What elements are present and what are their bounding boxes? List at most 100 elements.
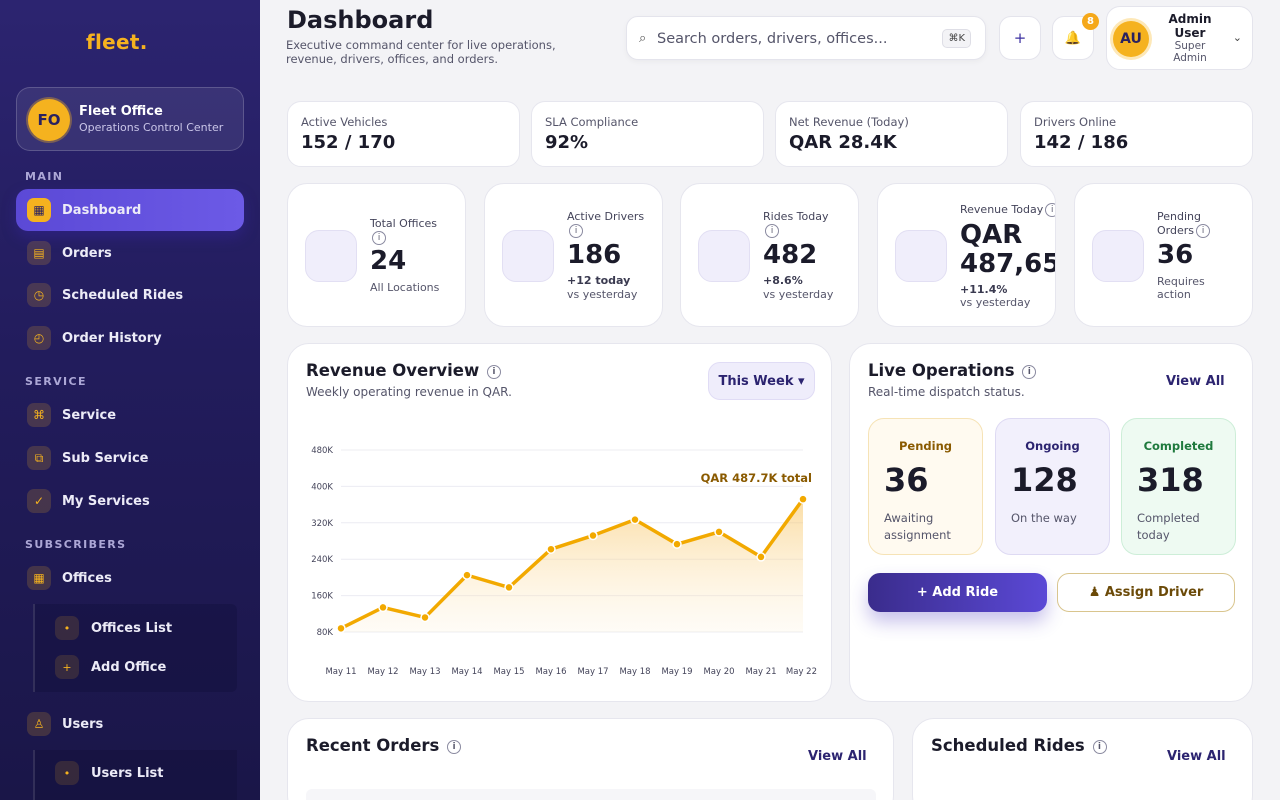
plus-icon: + bbox=[55, 655, 79, 679]
sidebar-item-label: Order History bbox=[62, 330, 162, 346]
panel-subtitle: Real-time dispatch status. bbox=[868, 385, 1025, 399]
view-all-link[interactable]: View All bbox=[808, 749, 867, 764]
y-tick-label: 80K bbox=[317, 628, 334, 638]
ops-card-ongoing[interactable]: Ongoing 128 On the way bbox=[995, 418, 1110, 555]
plus-icon: + bbox=[1013, 29, 1027, 47]
sidebar-item-label: Sub Service bbox=[62, 450, 149, 466]
stat-foot: Requires action bbox=[1157, 275, 1205, 301]
info-icon[interactable]: i bbox=[447, 739, 462, 754]
data-point bbox=[462, 570, 472, 580]
sidebar-item-offices[interactable]: ▦ Offices bbox=[16, 557, 244, 599]
sidebar-item-order-history[interactable]: ◴ Order History bbox=[16, 317, 244, 359]
panel-subtitle: Weekly operating revenue in QAR. bbox=[306, 385, 512, 399]
stat-card-rides-today[interactable]: Rides Today i 482 +8.6% vs yesterday bbox=[680, 183, 859, 327]
x-tick-label: May 20 bbox=[703, 667, 734, 677]
sidebar-item-scheduled-rides[interactable]: ◷ Scheduled Rides bbox=[16, 274, 244, 316]
panel-title: Live Operations i bbox=[868, 361, 1037, 380]
x-tick-label: May 16 bbox=[535, 667, 566, 677]
sidebar-item-service[interactable]: ⌘ Service bbox=[16, 394, 244, 436]
data-point bbox=[672, 539, 682, 549]
kpi-sla-compliance: SLA Compliance 92% bbox=[531, 101, 764, 167]
page-title: Dashboard bbox=[287, 6, 434, 34]
kpi-net-revenue: Net Revenue (Today) QAR 28.4K bbox=[775, 101, 1008, 167]
ride-icon bbox=[698, 230, 750, 282]
info-icon[interactable]: i bbox=[1196, 224, 1210, 238]
live-operations-panel: Live Operations i Real-time dispatch sta… bbox=[849, 343, 1253, 702]
info-icon[interactable]: i bbox=[1022, 364, 1037, 379]
brand-logo[interactable]: fleet. bbox=[86, 30, 148, 54]
view-all-link[interactable]: View All bbox=[1166, 374, 1225, 389]
x-tick-label: May 14 bbox=[451, 667, 482, 677]
data-point bbox=[756, 552, 766, 562]
scheduled-rides-panel: Scheduled Rides i View All bbox=[912, 718, 1253, 800]
x-tick-label: May 13 bbox=[409, 667, 440, 677]
panel-title: Revenue Overview i bbox=[306, 361, 501, 380]
stat-card-active-drivers[interactable]: Active Drivers i 186 +12 today vs yesterd… bbox=[484, 183, 663, 327]
sidebar-item-sub-service[interactable]: ⧉ Sub Service bbox=[16, 437, 244, 479]
global-search[interactable]: ⌕ ⌘K bbox=[626, 16, 986, 60]
stat-card-total-offices[interactable]: Total Offices i 24 All Locations bbox=[287, 183, 466, 327]
driver-icon bbox=[502, 230, 554, 282]
stat-card-pending-orders[interactable]: Pending Orders i 36 Requires action bbox=[1074, 183, 1253, 327]
stat-label: Total Offices i bbox=[370, 217, 438, 245]
ops-note: Completed today bbox=[1137, 511, 1200, 542]
add-button[interactable]: + bbox=[999, 16, 1041, 60]
user-menu[interactable]: AU Admin User Super Admin ⌄ bbox=[1106, 6, 1253, 70]
ops-label: Pending bbox=[898, 439, 952, 453]
stat-delta: +11.4% bbox=[960, 283, 1008, 296]
offices-icon bbox=[305, 230, 357, 282]
stat-value: 36 bbox=[1157, 240, 1194, 270]
data-point bbox=[630, 514, 640, 525]
sidebar-item-my-services[interactable]: ✓ My Services bbox=[16, 480, 244, 522]
stat-foot: vs yesterday bbox=[763, 288, 834, 301]
sidebar-subitem-label: Add Office bbox=[91, 659, 167, 675]
layers-icon: ⧉ bbox=[27, 446, 51, 470]
sidebar-subitem-users-list[interactable]: • Users List bbox=[55, 760, 163, 786]
office-switcher[interactable]: FO Fleet Office Operations Control Cente… bbox=[16, 87, 244, 151]
data-point bbox=[504, 582, 514, 593]
info-icon[interactable]: i bbox=[486, 364, 501, 379]
ops-label: Ongoing bbox=[1025, 439, 1080, 453]
kpi-value: 152 / 170 bbox=[301, 132, 396, 153]
bell-icon: 🔔 bbox=[1064, 30, 1082, 46]
sidebar-subitem-offices-list[interactable]: • Offices List bbox=[55, 615, 172, 641]
add-ride-button[interactable]: + Add Ride bbox=[868, 573, 1047, 612]
info-icon[interactable]: i bbox=[1092, 739, 1107, 754]
ops-card-completed[interactable]: Completed 318 Completed today bbox=[1121, 418, 1236, 555]
kpi-value: 92% bbox=[545, 132, 589, 153]
kpi-label: Net Revenue (Today) bbox=[789, 115, 909, 129]
command-icon: ⌘ bbox=[27, 403, 51, 427]
search-input[interactable] bbox=[657, 28, 927, 50]
revenue-overview-panel: Revenue Overview i Weekly operating reve… bbox=[287, 343, 832, 702]
info-icon[interactable]: i bbox=[1045, 203, 1055, 217]
panel-title: Recent Orders i bbox=[306, 736, 462, 755]
info-icon[interactable]: i bbox=[765, 224, 779, 238]
sidebar-item-dashboard[interactable]: ▦ Dashboard bbox=[16, 189, 244, 231]
sidebar-item-orders[interactable]: ▤ Orders bbox=[16, 232, 244, 274]
pending-icon bbox=[1092, 230, 1144, 282]
stat-value: QAR 487,650 bbox=[960, 220, 1055, 279]
view-all-link[interactable]: View All bbox=[1167, 749, 1226, 764]
range-select-button[interactable]: This Week ▾ bbox=[708, 362, 815, 400]
assign-driver-button[interactable]: ♟ Assign Driver bbox=[1057, 573, 1235, 612]
stat-foot: vs yesterday bbox=[960, 296, 1031, 309]
table-header-row bbox=[306, 789, 876, 800]
x-tick-label: May 11 bbox=[325, 667, 356, 677]
info-icon[interactable]: i bbox=[372, 231, 386, 245]
sidebar-subitem-add-office[interactable]: + Add Office bbox=[55, 654, 166, 680]
sidebar-item-label: Dashboard bbox=[62, 202, 142, 218]
x-tick-label: May 17 bbox=[577, 667, 608, 677]
info-icon[interactable]: i bbox=[569, 224, 583, 238]
x-tick-label: May 15 bbox=[493, 667, 524, 677]
stat-delta: +8.6% bbox=[763, 274, 803, 287]
office-subtitle: Operations Control Center bbox=[79, 121, 224, 134]
sidebar-item-label: Users bbox=[62, 716, 104, 732]
notifications-button[interactable]: 🔔 8 bbox=[1052, 13, 1099, 60]
sidebar-item-users[interactable]: ♙ Users bbox=[16, 703, 244, 745]
section-label-service: SERVICE bbox=[25, 375, 87, 388]
stat-label: Rides Today i bbox=[763, 210, 829, 238]
ops-card-pending[interactable]: Pending 36 Awaiting assignment bbox=[868, 418, 983, 555]
stat-value: 482 bbox=[763, 240, 818, 270]
offices-submenu: • Offices List + Add Office bbox=[33, 604, 237, 692]
